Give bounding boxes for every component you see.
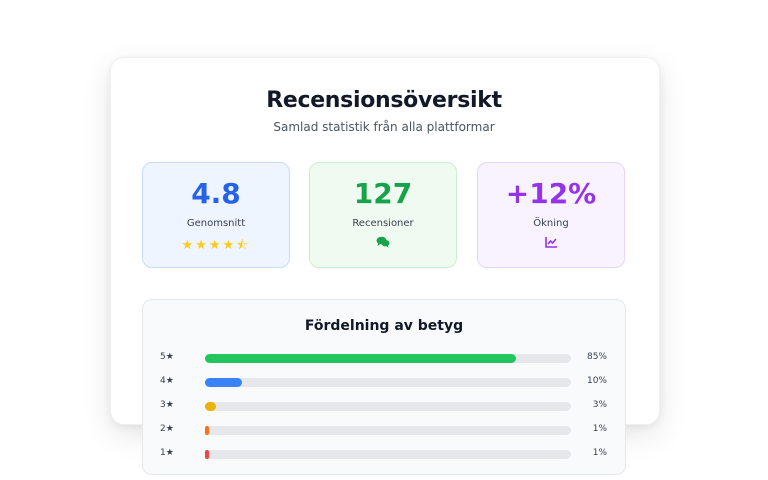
star-icon: ★ [222, 238, 237, 253]
percent-label: 1% [592, 424, 607, 434]
progress-fill [205, 426, 209, 435]
rating-label: 1★ [160, 448, 174, 458]
average-rating-value: 4.8 [191, 177, 241, 210]
line-chart-icon [478, 236, 624, 252]
star-icon: ★ [208, 238, 223, 253]
distribution-title: Fördelning av betyg [304, 318, 464, 334]
rating-label: 3★ [160, 400, 174, 410]
percent-label: 10% [586, 376, 607, 386]
rating-distribution-panel: Fördelning av betyg 5★ 85% 4★ 10% 3★ 3% … [142, 299, 626, 475]
rating-label: 5★ [160, 352, 174, 362]
progress-track [205, 402, 571, 411]
growth-value: +12% [505, 177, 597, 210]
distribution-row-2: 2★ 1% [143, 423, 625, 439]
review-count-value: 127 [353, 177, 413, 210]
rating-label: 2★ [160, 424, 174, 434]
review-count-card: 127 Recensioner [309, 162, 457, 268]
progress-fill [205, 378, 242, 387]
page-title: Recensionsöversikt [266, 88, 502, 113]
percent-label: 85% [586, 352, 607, 362]
progress-fill [205, 402, 216, 411]
rating-label: 4★ [160, 376, 174, 386]
star-icon: ★ [181, 238, 196, 253]
growth-card: +12% Ökning [477, 162, 625, 268]
progress-track [205, 450, 571, 459]
average-rating-card: 4.8 Genomsnitt ★★★★⯪ [142, 162, 290, 268]
star-rating-icons: ★★★★⯪ [143, 236, 289, 258]
comments-icon [310, 236, 456, 252]
distribution-row-5: 5★ 85% [143, 351, 625, 367]
distribution-row-1: 1★ 1% [143, 447, 625, 463]
progress-fill [205, 450, 209, 459]
percent-label: 3% [592, 400, 607, 410]
page-subtitle: Samlad statistik från alla plattformar [273, 120, 495, 134]
half-star-icon: ⯪ [236, 238, 251, 253]
star-icon: ★ [195, 238, 209, 253]
progress-track [205, 426, 571, 435]
progress-fill [205, 354, 517, 363]
distribution-row-3: 3★ 3% [143, 399, 625, 415]
percent-label: 1% [592, 448, 607, 458]
progress-track [205, 354, 571, 363]
review-count-label: Recensioner [352, 218, 414, 229]
progress-track [205, 378, 571, 387]
average-rating-label: Genomsnitt [186, 218, 246, 229]
distribution-row-4: 4★ 10% [143, 375, 625, 391]
growth-label: Ökning [533, 218, 569, 229]
